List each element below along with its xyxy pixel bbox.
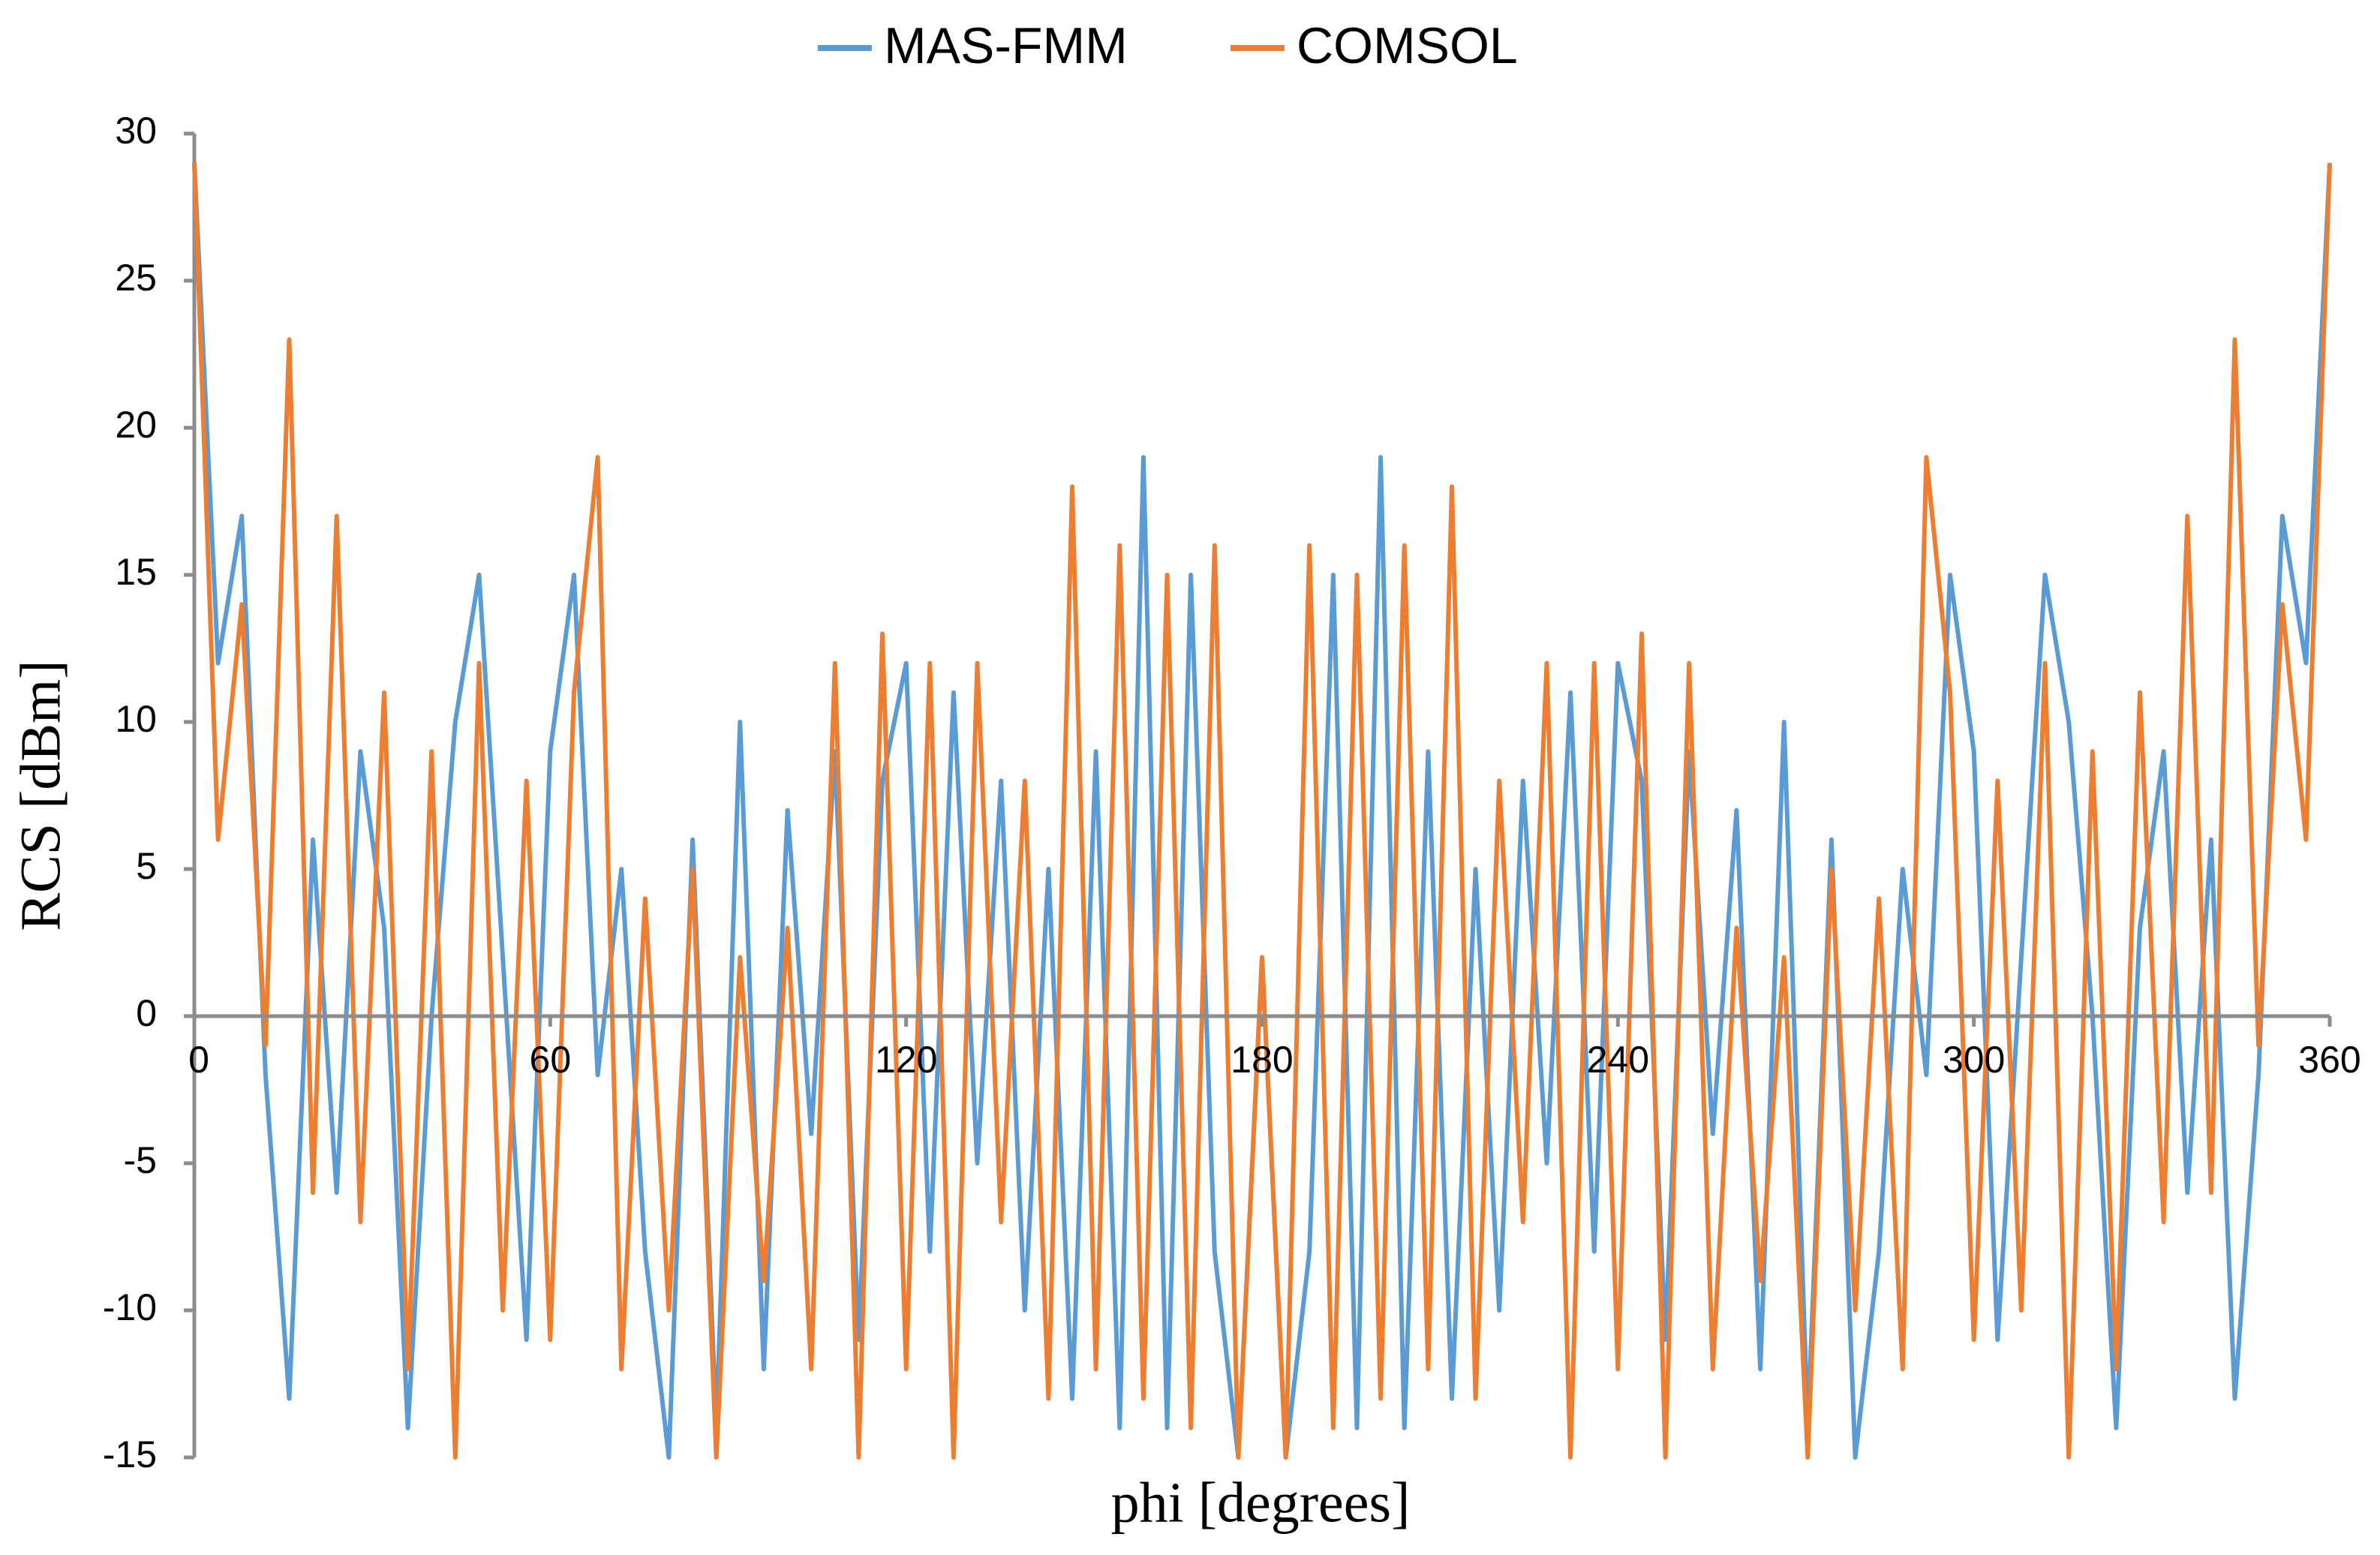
y-tick-label: -15 [103, 1433, 157, 1475]
y-axis-title: RCS [dBm] [9, 660, 72, 931]
x-tick-label: 60 [530, 1039, 572, 1081]
x-axis-title: phi [degrees] [1111, 1471, 1411, 1534]
x-tick-label: 240 [1587, 1039, 1649, 1081]
y-tick-label: -5 [124, 1139, 157, 1181]
y-tick-label: 5 [136, 845, 157, 887]
x-tick-label: 120 [875, 1039, 937, 1081]
series-line [192, 163, 2332, 1460]
series-line [192, 163, 2332, 1460]
y-tick-label: 10 [115, 698, 157, 740]
x-tick-label: 360 [2298, 1039, 2360, 1081]
x-tick-label: 0 [188, 1039, 209, 1081]
y-tick-label: 20 [115, 404, 157, 446]
y-tick-label: -10 [103, 1286, 157, 1328]
x-tick-label: 180 [1231, 1039, 1293, 1081]
y-tick-label: 25 [115, 257, 157, 299]
y-tick-label: 15 [115, 551, 157, 593]
y-tick-label: 30 [115, 110, 157, 152]
y-tick-label: 0 [136, 992, 157, 1034]
x-tick-label: 300 [1943, 1039, 2005, 1081]
legend-label: COMSOL [1297, 17, 1518, 74]
legend-label: MAS-FMM [884, 17, 1128, 74]
